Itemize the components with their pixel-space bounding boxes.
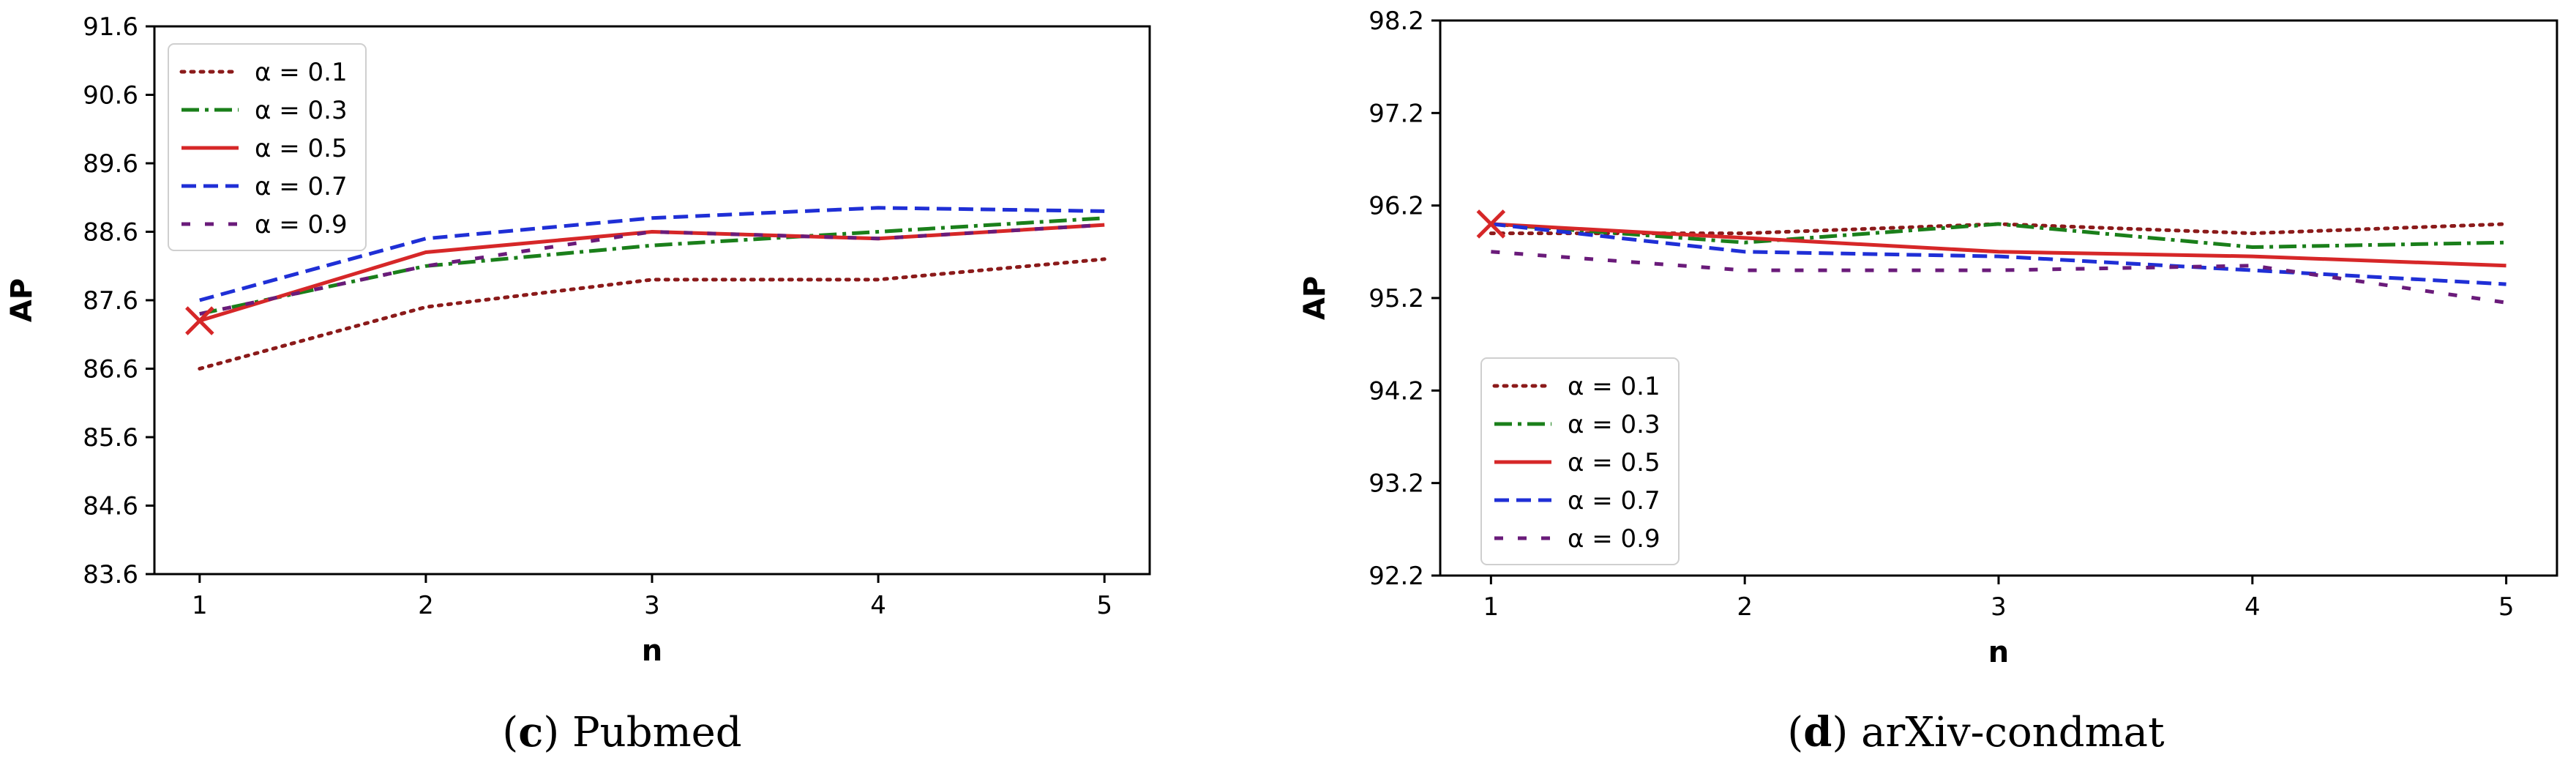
y-tick-label: 95.2 (1368, 284, 1424, 313)
caption-arxiv: (d) arXiv-condmat (1787, 708, 2165, 756)
x-tick-label: 1 (192, 591, 208, 620)
x-tick-label: 1 (1483, 592, 1499, 622)
legend-label-3: α = 0.7 (1568, 486, 1660, 516)
caption-text-c: Pubmed (572, 709, 742, 756)
y-tick-label: 97.2 (1368, 99, 1424, 128)
series-line-4 (1491, 250, 2506, 305)
panel-label-c: c (518, 708, 544, 756)
y-axis-label: AP (1298, 276, 1332, 320)
y-tick-label: 86.6 (83, 355, 138, 384)
y-tick-label: 96.2 (1368, 192, 1424, 221)
panel-label-d: d (1803, 708, 1832, 756)
y-tick-label: 92.2 (1368, 562, 1424, 591)
chart-panel-d: 92.2 93.2 94.2 95.2 96.2 97.2 98.2 1 2 3 4 5 n AP α = … (1298, 7, 2558, 669)
y-tick-label: 87.6 (83, 286, 138, 316)
x-tick-label: 3 (1991, 592, 2007, 622)
x-tick-label: 2 (1737, 592, 1753, 622)
caption-pubmed: (c) Pubmed (502, 708, 742, 756)
legend-box (168, 43, 367, 251)
legend-label-2: α = 0.5 (1568, 448, 1660, 477)
legend-label-1: α = 0.3 (255, 96, 348, 125)
legend-label-0: α = 0.1 (1568, 372, 1660, 401)
y-tick-label: 94.2 (1368, 376, 1424, 406)
chart-panel-c: 83.6 84.6 85.6 86.6 87.6 88.6 89.6 90.6 91.6 1 2 3 4… (5, 12, 1151, 668)
legend-box (1480, 357, 1680, 565)
series-line-0 (198, 257, 1107, 371)
y-tick-label: 98.2 (1368, 7, 1424, 36)
y-tick-label: 83.6 (83, 560, 138, 589)
x-tick-label: 5 (2498, 592, 2515, 622)
x-tick-label: 4 (2244, 592, 2261, 622)
x-tick-label: 3 (644, 591, 660, 620)
legend: α = 0.1 α = 0.3 α = 0.5 α = 0.7 α = 0.9 (1480, 357, 1680, 565)
series-line-2 (199, 223, 1105, 323)
x-tick-label: 2 (418, 591, 434, 620)
legend: α = 0.1 α = 0.3 α = 0.5 α = 0.7 α = 0.9 (168, 43, 367, 251)
legend-label-0: α = 0.1 (255, 58, 348, 87)
optimum-marker (1476, 209, 1506, 239)
x-axis-label: n (1988, 636, 2009, 669)
legend-label-4: α = 0.9 (255, 210, 348, 239)
y-tick-label: 85.6 (83, 423, 138, 453)
y-tick-label: 84.6 (83, 492, 138, 521)
series-line-3 (199, 206, 1105, 302)
legend-label-2: α = 0.5 (255, 134, 348, 163)
y-tick-label: 89.6 (83, 149, 138, 179)
series-line-2 (1491, 222, 2506, 268)
x-tick-label: 4 (870, 591, 886, 620)
y-tick-label: 91.6 (83, 12, 138, 42)
x-tick-label: 5 (1096, 591, 1112, 620)
y-axis-label: AP (5, 278, 39, 322)
y-tick-label: 93.2 (1368, 469, 1424, 499)
series-line-1 (199, 216, 1105, 316)
series-line-1 (1491, 222, 2506, 250)
y-tick-label: 90.6 (83, 81, 138, 111)
optimum-marker (185, 306, 214, 335)
y-tick-label: 88.6 (83, 218, 138, 248)
legend-label-1: α = 0.3 (1568, 410, 1660, 439)
legend-label-4: α = 0.9 (1568, 524, 1660, 554)
caption-text-d: arXiv-condmat (1861, 709, 2165, 756)
legend-label-3: α = 0.7 (255, 172, 348, 201)
x-axis-label: n (642, 634, 662, 668)
series-line-3 (1491, 222, 2506, 286)
